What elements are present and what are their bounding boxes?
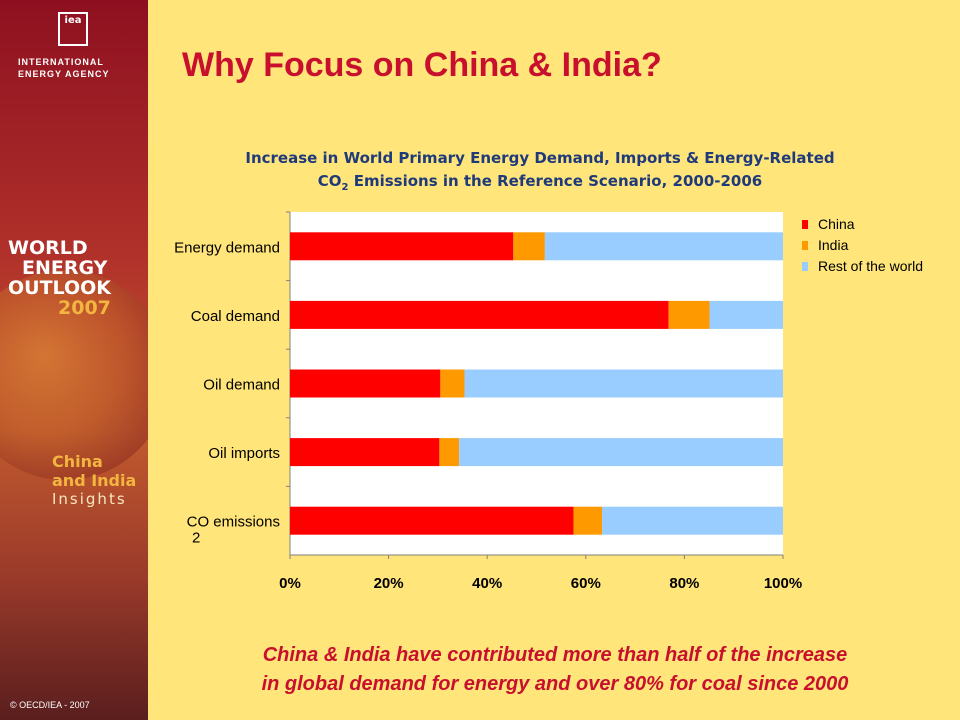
ci-line1: China xyxy=(52,452,103,471)
bar-3-rest-of-the-world xyxy=(459,438,783,467)
chart-title-line1: Increase in World Primary Energy Demand,… xyxy=(245,149,835,167)
legend-swatch-india xyxy=(802,241,808,250)
legend-swatch-rest-of-the-world xyxy=(802,262,808,271)
bar-2-rest-of-the-world xyxy=(464,369,783,398)
bar-4-china xyxy=(290,506,574,535)
iea-logo: iea xyxy=(58,12,88,46)
weo-title-line2: ENERGY xyxy=(22,257,108,279)
weo-year: 2007 xyxy=(58,297,111,319)
legend-label: China xyxy=(818,216,855,232)
bar-0-china xyxy=(290,232,514,261)
x-tick-label: 0% xyxy=(279,575,301,592)
bar-2-china xyxy=(290,369,441,398)
bar-1-rest-of-the-world xyxy=(709,300,783,329)
bar-0-rest-of-the-world xyxy=(544,232,783,261)
iea-logo-text: iea xyxy=(64,15,82,26)
category-label: Coal demand xyxy=(191,308,280,325)
ci-line2: and India xyxy=(52,471,137,490)
category-label: Oil demand xyxy=(203,377,280,394)
weo-title-line1: WORLD xyxy=(8,237,88,259)
ci-line3: Insights xyxy=(52,490,127,508)
copyright-text: © OECD/IEA - 2007 xyxy=(10,700,90,710)
x-tick-label: 20% xyxy=(374,575,404,592)
x-tick-label: 80% xyxy=(669,575,699,592)
caption-line2: in global demand for energy and over 80%… xyxy=(261,673,849,695)
bar-3-india xyxy=(439,438,460,467)
bar-3-china xyxy=(290,438,440,467)
bar-1-china xyxy=(290,300,669,329)
x-tick-label: 60% xyxy=(571,575,601,592)
sidebar-banner: iea INTERNATIONAL ENERGY AGENCY WORLD EN… xyxy=(0,0,148,720)
category-label-subscript: 2 xyxy=(192,530,200,547)
bar-4-india xyxy=(573,506,603,535)
caption-line1: China & India have contributed more than… xyxy=(262,644,848,666)
category-label: Oil imports xyxy=(208,445,280,462)
globe-graphic xyxy=(0,270,148,480)
bar-2-india xyxy=(440,369,465,398)
agency-name-line1: INTERNATIONAL xyxy=(18,57,104,67)
agency-name-line2: ENERGY AGENCY xyxy=(18,69,110,79)
x-tick-label: 40% xyxy=(472,575,502,592)
legend-swatch-china xyxy=(802,220,808,229)
weo-title-line3: OUTLOOK xyxy=(8,277,111,299)
chart-title-rest: Emissions in the Reference Scenario, 200… xyxy=(348,172,763,190)
page-title: Why Focus on China & India? xyxy=(182,46,662,84)
legend-label: Rest of the world xyxy=(818,258,923,274)
chart-title-sub: 2 xyxy=(341,182,349,193)
chart-title-line2: CO2 Emissions in the Reference Scenario,… xyxy=(180,172,900,193)
bar-4-rest-of-the-world xyxy=(602,506,783,535)
x-tick-label: 100% xyxy=(764,575,802,592)
legend-label: India xyxy=(818,237,849,253)
category-label: Energy demand xyxy=(174,239,280,256)
caption: China & India have contributed more than… xyxy=(180,641,930,699)
bar-0-india xyxy=(513,232,545,261)
bar-1-india xyxy=(668,300,710,329)
chart-title-co: CO xyxy=(317,172,342,190)
category-label: CO emissions xyxy=(187,514,280,531)
